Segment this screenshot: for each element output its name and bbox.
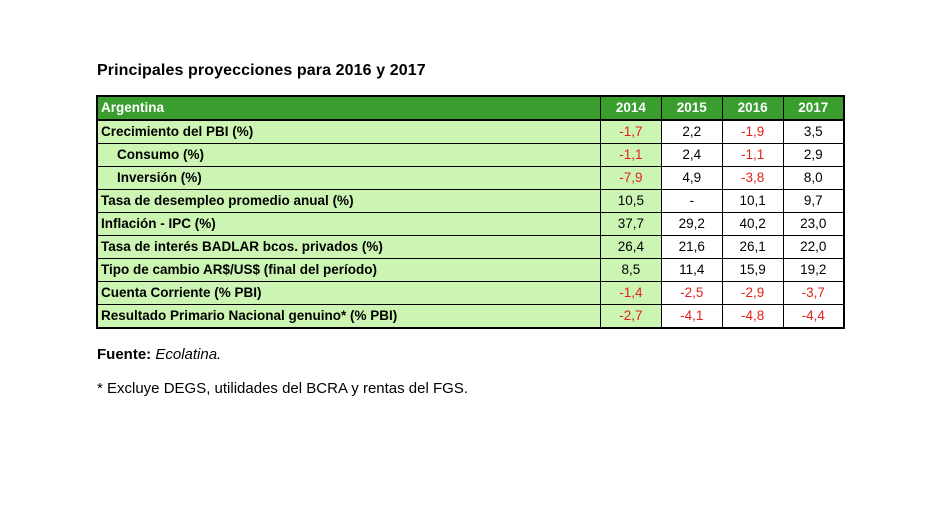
table-row: Consumo (%) -1,1 2,4 -1,1 2,9: [96, 143, 845, 167]
row-label: Tasa de interés BADLAR bcos. privados (%…: [96, 235, 601, 259]
cell-value-2016: -4,8: [721, 304, 784, 329]
source-name: Ecolatina.: [155, 346, 222, 363]
table-header-row: Argentina 2014 2015 2016 2017: [96, 95, 845, 121]
header-year: 2015: [660, 95, 723, 121]
cell-value-2015: 29,2: [660, 212, 723, 236]
source-line: Fuente: Ecolatina.: [97, 346, 221, 363]
table-row: Inflación - IPC (%) 37,7 29,2 40,2 23,0: [96, 212, 845, 236]
cell-value-2016: -1,9: [721, 119, 784, 144]
cell-value-2017: 2,9: [782, 143, 845, 167]
cell-value-2016: 40,2: [721, 212, 784, 236]
cell-value-2017: -3,7: [782, 281, 845, 305]
cell-value-2015: 4,9: [660, 166, 723, 190]
row-label: Crecimiento del PBI (%): [96, 119, 601, 144]
table-row: Cuenta Corriente (% PBI) -1,4 -2,5 -2,9 -3,7: [96, 281, 845, 305]
cell-value-2017: -4,4: [782, 304, 845, 329]
row-label: Resultado Primario Nacional genuino* (% …: [96, 304, 601, 329]
cell-value-2016: -1,1: [721, 143, 784, 167]
cell-value-2014: -1,7: [600, 119, 662, 144]
header-label: Argentina: [96, 95, 601, 121]
cell-value-2015: 2,4: [660, 143, 723, 167]
cell-value-2016: -2,9: [721, 281, 784, 305]
cell-value-2015: -4,1: [660, 304, 723, 329]
cell-value-2015: -: [660, 189, 723, 213]
row-label: Inflación - IPC (%): [96, 212, 601, 236]
cell-value-2016: 10,1: [721, 189, 784, 213]
cell-value-2014: 26,4: [600, 235, 662, 259]
cell-value-2015: 2,2: [660, 119, 723, 144]
row-label: Tasa de desempleo promedio anual (%): [96, 189, 601, 213]
cell-value-2017: 23,0: [782, 212, 845, 236]
projections-table: Argentina 2014 2015 2016 2017 Crecimient…: [96, 95, 845, 329]
cell-value-2014: 8,5: [600, 258, 662, 282]
cell-value-2014: -7,9: [600, 166, 662, 190]
footnote: * Excluye DEGS, utilidades del BCRA y re…: [97, 380, 468, 397]
table-row: Tasa de interés BADLAR bcos. privados (%…: [96, 235, 845, 259]
table-row: Crecimiento del PBI (%) -1,7 2,2 -1,9 3,5: [96, 119, 845, 144]
cell-value-2017: 3,5: [782, 119, 845, 144]
cell-value-2014: 37,7: [600, 212, 662, 236]
header-year: 2016: [721, 95, 784, 121]
cell-value-2017: 8,0: [782, 166, 845, 190]
table-row: Tasa de desempleo promedio anual (%) 10,5…: [96, 189, 845, 213]
cell-value-2016: -3,8: [721, 166, 784, 190]
table-row: Tipo de cambio AR$/US$ (final del períod…: [96, 258, 845, 282]
cell-value-2016: 26,1: [721, 235, 784, 259]
row-label: Consumo (%): [96, 143, 601, 167]
header-year: 2017: [782, 95, 845, 121]
cell-value-2017: 9,7: [782, 189, 845, 213]
cell-value-2014: -1,4: [600, 281, 662, 305]
table-row: Resultado Primario Nacional genuino* (% …: [96, 304, 845, 329]
page-title: Principales proyecciones para 2016 y 201…: [97, 62, 426, 79]
cell-value-2014: 10,5: [600, 189, 662, 213]
row-label: Inversión (%): [96, 166, 601, 190]
cell-value-2015: -2,5: [660, 281, 723, 305]
row-label: Tipo de cambio AR$/US$ (final del períod…: [96, 258, 601, 282]
cell-value-2014: -1,1: [600, 143, 662, 167]
cell-value-2017: 19,2: [782, 258, 845, 282]
row-label: Cuenta Corriente (% PBI): [96, 281, 601, 305]
cell-value-2015: 21,6: [660, 235, 723, 259]
cell-value-2014: -2,7: [600, 304, 662, 329]
table-row: Inversión (%) -7,9 4,9 -3,8 8,0: [96, 166, 845, 190]
cell-value-2016: 15,9: [721, 258, 784, 282]
header-year: 2014: [600, 95, 662, 121]
cell-value-2017: 22,0: [782, 235, 845, 259]
source-prefix: Fuente:: [97, 346, 152, 363]
cell-value-2015: 11,4: [660, 258, 723, 282]
